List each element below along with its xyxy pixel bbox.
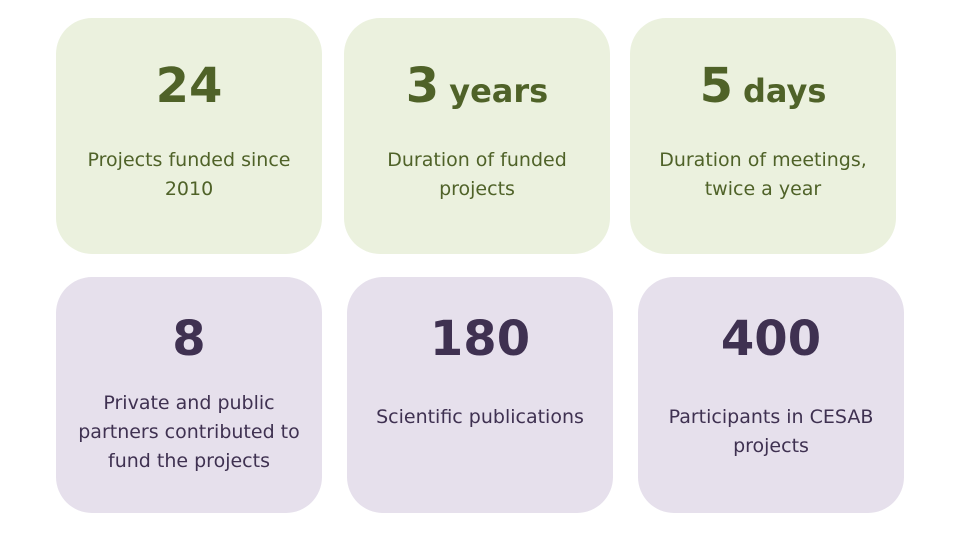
stat-label: Duration of meetings, twice a year xyxy=(659,149,867,200)
stat-value: 400 xyxy=(720,311,822,367)
stat-label: Private and public partners contributed … xyxy=(78,392,300,472)
stat-label: Projects funded since 2010 xyxy=(87,149,291,200)
stat-number: 8 xyxy=(56,315,322,363)
stat-unit: days xyxy=(742,72,827,110)
stat-number: 5 days xyxy=(630,62,896,110)
stat-card: 180 Scientific publications xyxy=(347,277,613,513)
stat-unit: years xyxy=(449,72,549,110)
stat-number: 400 xyxy=(638,315,904,363)
stat-label: Participants in CESAB projects xyxy=(668,406,874,457)
stat-number: 180 xyxy=(347,315,613,363)
stat-card: 400 Participants in CESAB projects xyxy=(638,277,904,513)
stat-value: 3 xyxy=(405,58,440,114)
stat-label: Duration of funded projects xyxy=(387,149,567,200)
stat-card: 3 years Duration of funded projects xyxy=(344,18,610,254)
stat-value: 180 xyxy=(429,311,531,367)
stat-number: 24 xyxy=(56,62,322,110)
stat-value: 5 xyxy=(699,58,733,114)
stat-value: 24 xyxy=(155,58,223,114)
stat-value: 8 xyxy=(172,311,206,367)
stat-card: 24 Projects funded since 2010 xyxy=(56,18,322,254)
stat-label: Scientific publications xyxy=(376,406,584,428)
stat-number: 3 years xyxy=(344,62,610,110)
stat-card: 5 days Duration of meetings, twice a year xyxy=(630,18,896,254)
stat-card: 8 Private and public partners contributed… xyxy=(56,277,322,513)
